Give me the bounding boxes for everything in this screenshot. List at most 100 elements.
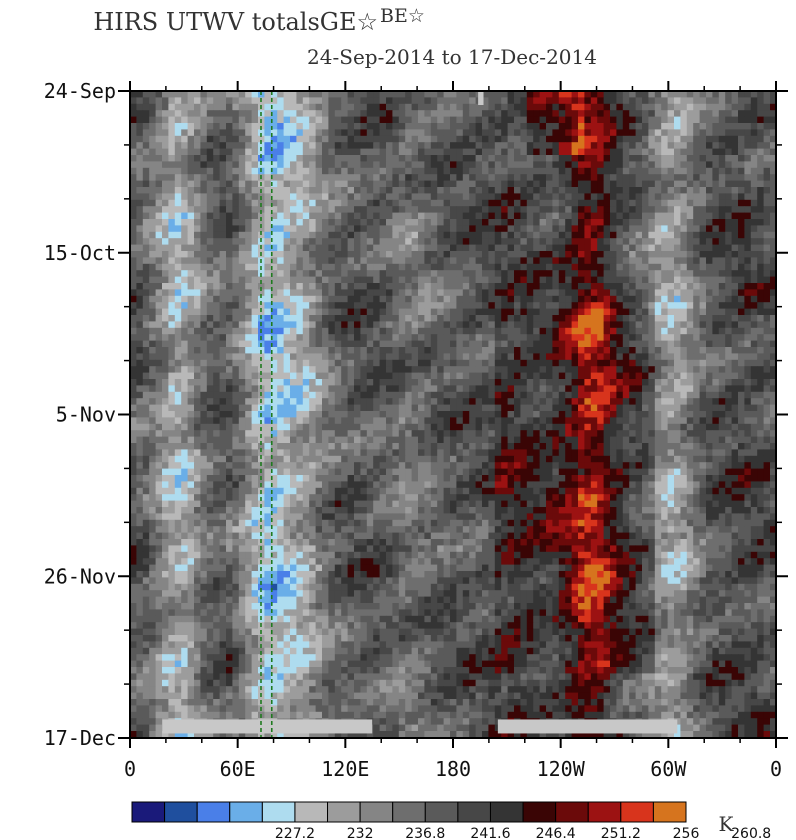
heatmap-cell [258, 219, 265, 226]
heatmap-cell [264, 238, 272, 245]
heatmap-cell [629, 129, 636, 137]
heatmap-cell [136, 174, 144, 181]
heatmap-cell [245, 340, 252, 348]
heatmap-cell [482, 123, 489, 130]
heatmap-cell [142, 238, 150, 245]
heatmap-cell [328, 238, 336, 245]
heatmap-cell [334, 372, 342, 380]
heatmap-cell [341, 366, 348, 373]
heatmap-cell [546, 385, 553, 393]
heatmap-cell [654, 135, 662, 143]
heatmap-cell [418, 116, 425, 124]
heatmap-cell [418, 251, 425, 258]
heatmap-cell [450, 103, 457, 111]
heatmap-cell [693, 167, 700, 175]
heatmap-cell [667, 116, 675, 124]
heatmap-cell [475, 148, 483, 156]
heatmap-cell [494, 142, 502, 149]
heatmap-cell [514, 270, 521, 277]
heatmap-cell [725, 129, 732, 137]
heatmap-cell [578, 91, 585, 98]
heatmap-cell [622, 231, 630, 239]
heatmap-cell [270, 295, 278, 303]
heatmap-cell [744, 340, 752, 348]
heatmap-cell [130, 308, 137, 316]
heatmap-cell [699, 238, 707, 245]
heatmap-cell [571, 123, 579, 130]
heatmap-cell [386, 135, 393, 143]
heatmap-cell [302, 295, 310, 303]
heatmap-cell [334, 161, 342, 169]
heatmap-cell [578, 97, 585, 105]
heatmap-cell [194, 238, 201, 245]
heatmap-cell [379, 327, 387, 335]
heatmap-cell [270, 379, 278, 386]
heatmap-cell [629, 180, 636, 188]
heatmap-cell [552, 219, 560, 226]
heatmap-cell [469, 359, 476, 367]
heatmap-cell [501, 123, 508, 130]
heatmap-cell [219, 206, 227, 213]
heatmap-cell [674, 110, 681, 117]
heatmap-cell [379, 302, 387, 309]
heatmap-cell [283, 244, 291, 252]
heatmap-cell [674, 391, 681, 399]
heatmap-cell [174, 155, 182, 162]
heatmap-cell [386, 167, 393, 175]
heatmap-cell [213, 231, 220, 239]
heatmap-cell [725, 142, 732, 149]
heatmap-cell [661, 110, 668, 117]
heatmap-cell [680, 91, 688, 98]
heatmap-cell [424, 308, 432, 316]
heatmap-cell [360, 308, 368, 316]
heatmap-cell [571, 321, 579, 329]
heatmap-cell [770, 206, 776, 213]
heatmap-cell [443, 91, 451, 98]
heatmap-cell [731, 187, 739, 194]
heatmap-cell [373, 231, 380, 239]
heatmap-cell [270, 321, 278, 329]
heatmap-cell [635, 91, 643, 98]
heatmap-cell [366, 404, 374, 412]
heatmap-cell [136, 148, 144, 156]
heatmap-cell [610, 276, 617, 284]
heatmap-cell [725, 199, 732, 207]
heatmap-cell [680, 212, 688, 220]
heatmap-cell [354, 302, 361, 309]
heatmap-cell [238, 148, 246, 156]
heatmap-cell [373, 257, 380, 265]
heatmap-cell [610, 238, 617, 245]
heatmap-cell [501, 231, 508, 239]
heatmap-cell [610, 142, 617, 149]
heatmap-cell [424, 321, 432, 329]
heatmap-cell [155, 404, 163, 412]
heatmap-cell [629, 187, 636, 194]
heatmap-cell [411, 116, 419, 124]
heatmap-cell [200, 366, 208, 373]
heatmap-cell [398, 372, 406, 380]
heatmap-cell [686, 187, 694, 194]
heatmap-cell [322, 135, 329, 143]
heatmap-cell [302, 379, 310, 386]
heatmap-cell [168, 187, 176, 194]
heatmap-cell [629, 231, 636, 239]
heatmap-cell [763, 391, 771, 399]
heatmap-cell [629, 148, 636, 156]
heatmap-cell [373, 353, 380, 361]
heatmap-cell [693, 385, 700, 393]
heatmap-cell [450, 123, 457, 130]
heatmap-cell [750, 398, 758, 405]
heatmap-cell [296, 244, 304, 252]
heatmap-cell [494, 167, 502, 175]
heatmap-cell [386, 398, 393, 405]
heatmap-cell [136, 263, 144, 271]
heatmap-cell [578, 103, 585, 111]
heatmap-cell [629, 302, 636, 309]
heatmap-cell [584, 385, 592, 393]
heatmap-cell [462, 257, 470, 265]
heatmap-cell [130, 251, 137, 258]
heatmap-cell [648, 238, 656, 245]
heatmap-cell [168, 372, 176, 380]
heatmap-cell [155, 142, 163, 149]
